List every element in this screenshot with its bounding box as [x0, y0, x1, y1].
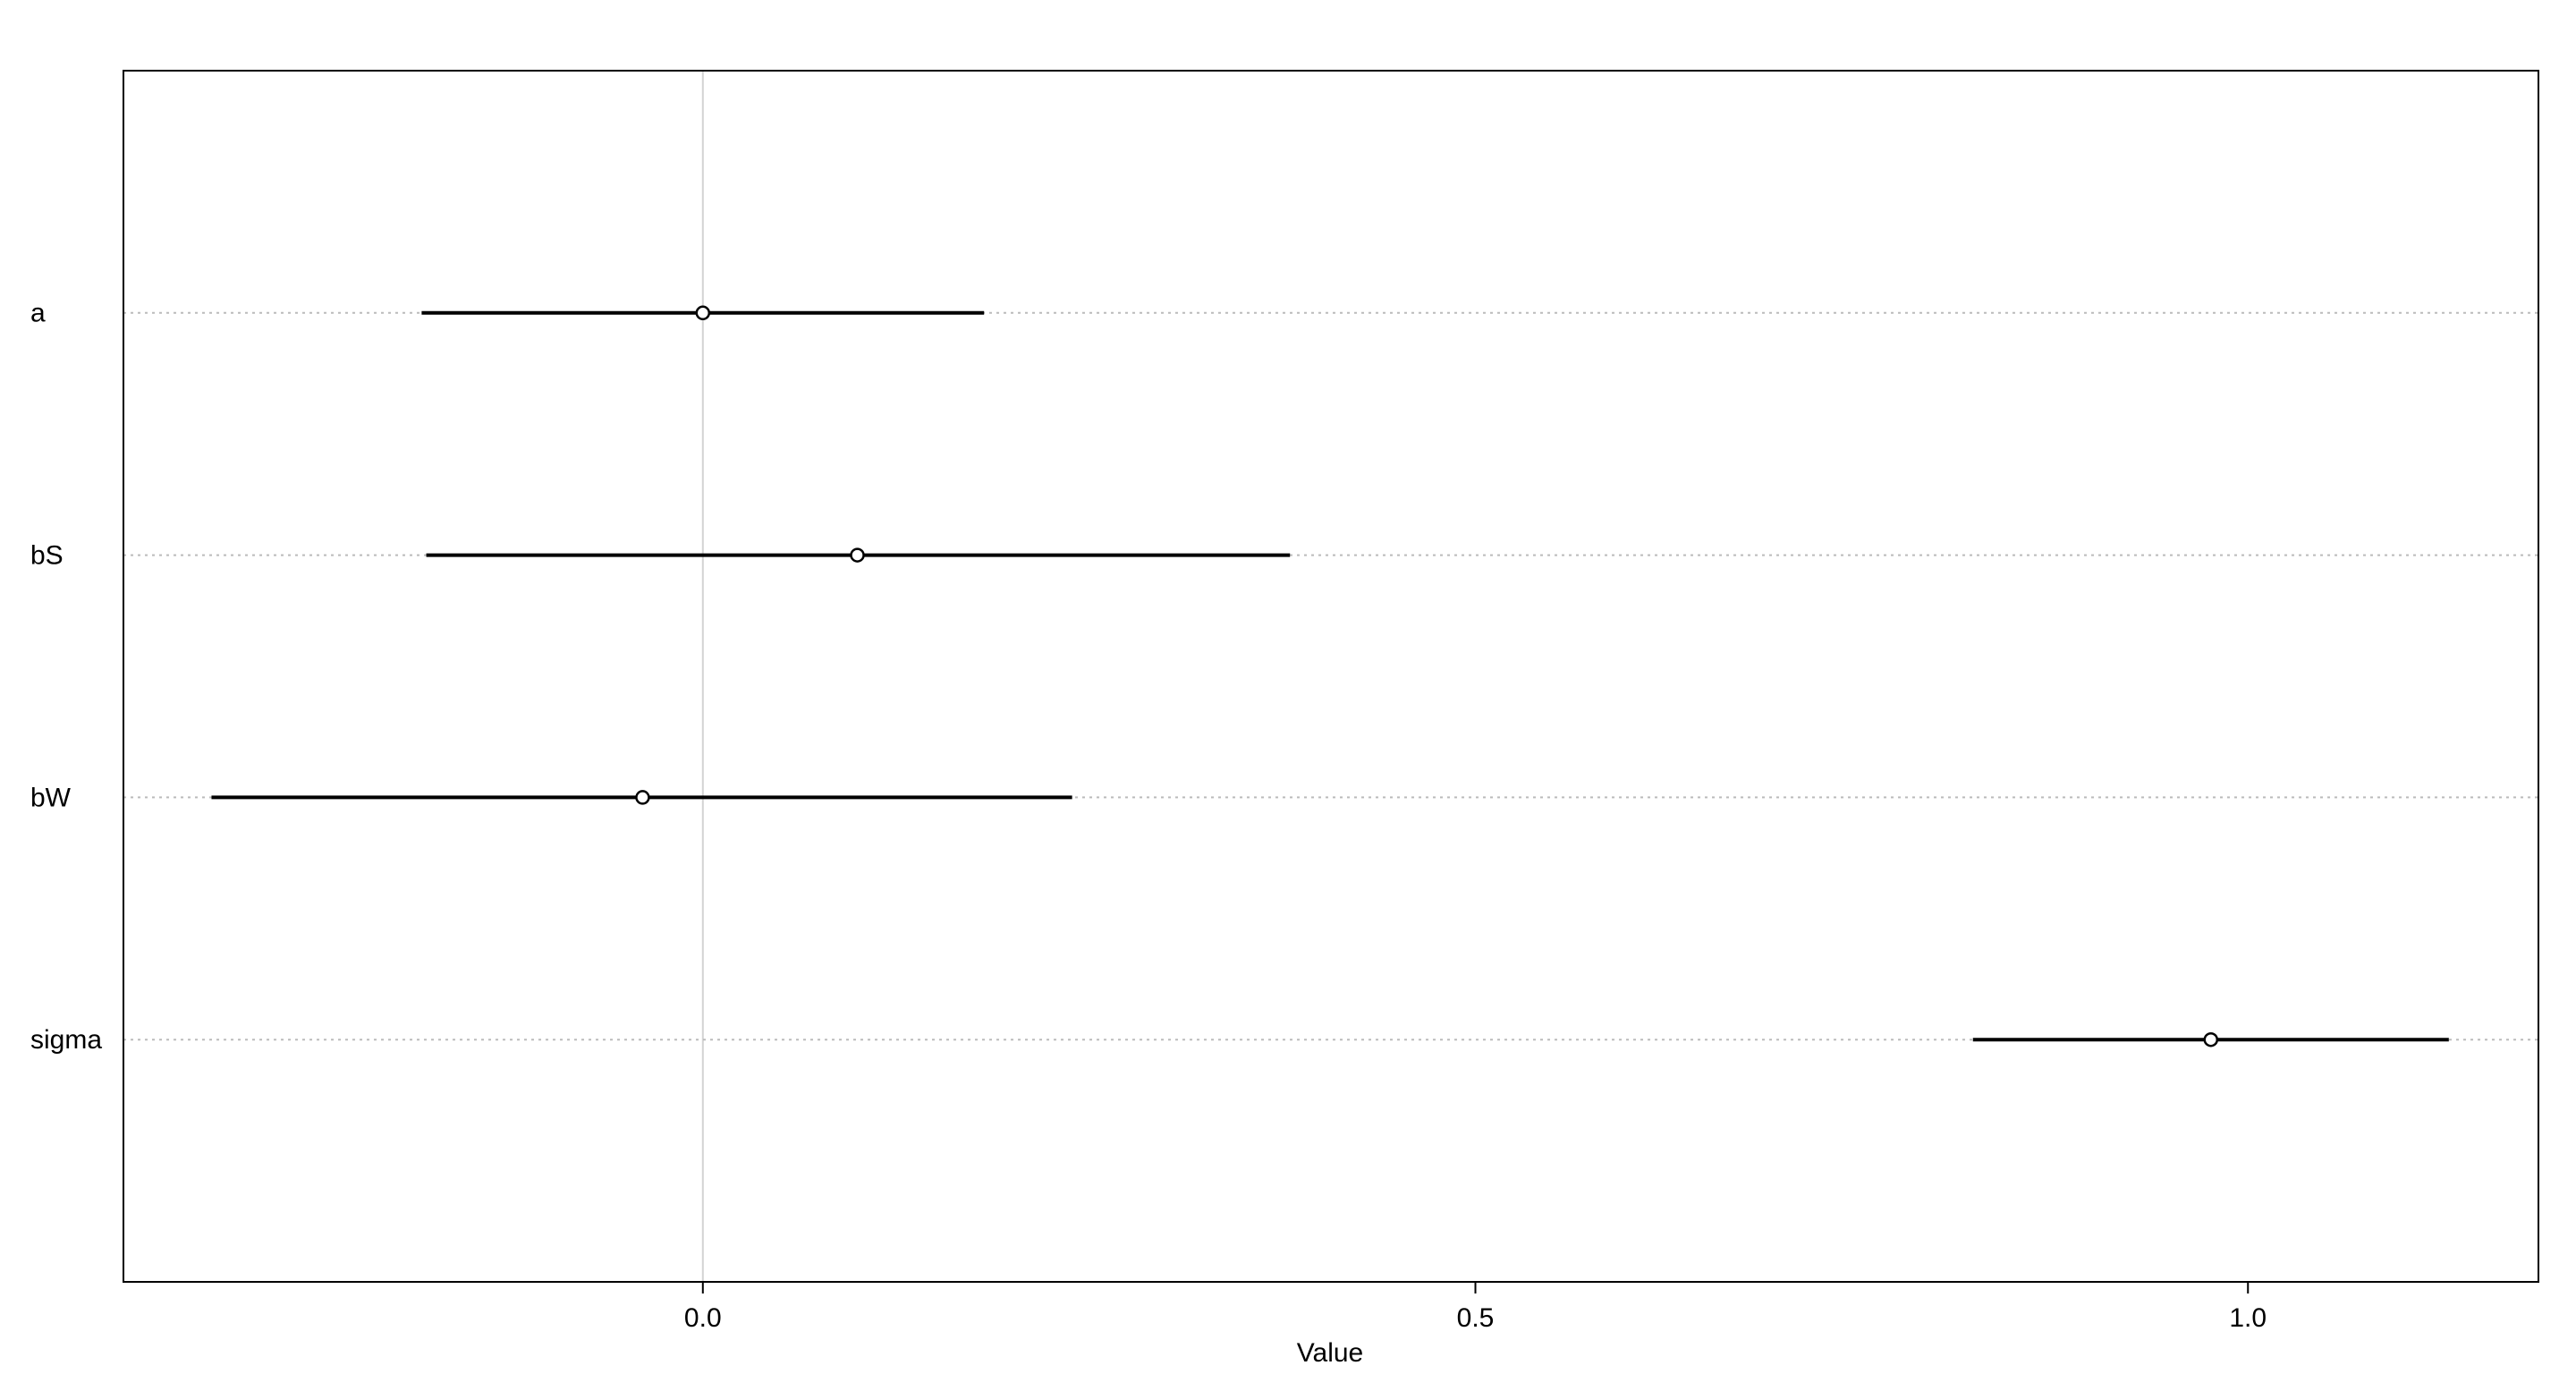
mean-point	[695, 305, 711, 321]
plot-frame	[123, 70, 2539, 1283]
x-axis-label: Value	[1297, 1338, 1364, 1368]
x-tick-label: 1.0	[2229, 1303, 2267, 1333]
y-tick-label: a	[30, 299, 46, 328]
y-tick-label: sigma	[30, 1025, 102, 1055]
mean-point	[635, 790, 650, 805]
y-tick-label: bW	[30, 783, 72, 812]
x-tick-label: 0.0	[684, 1303, 722, 1333]
x-tick-label: 0.5	[1457, 1303, 1495, 1333]
mean-point	[850, 547, 865, 563]
y-tick-label: bS	[30, 541, 64, 571]
mean-point	[2203, 1031, 2219, 1047]
